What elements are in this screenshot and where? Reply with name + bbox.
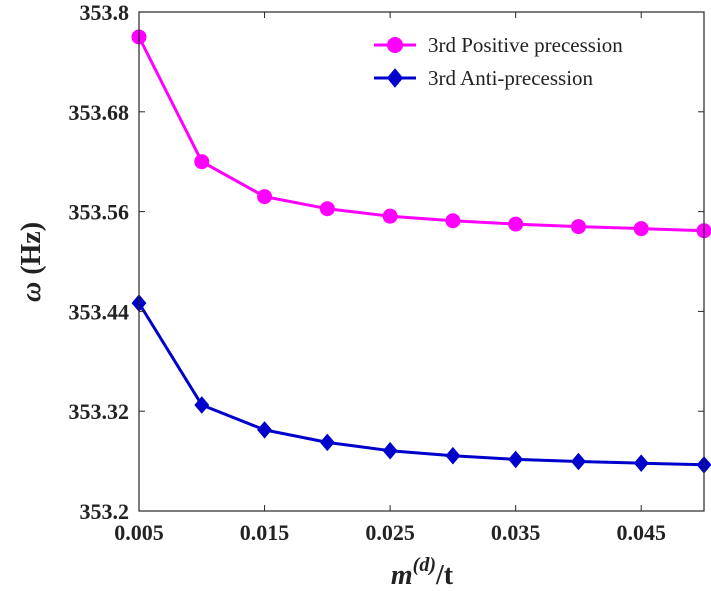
data-point-positive [194,154,210,170]
data-point-anti [508,450,524,469]
x-axis-title: m(d)/t [391,554,454,591]
data-point-positive [382,208,398,224]
legend: 3rd Positive precession 3rd Anti-precess… [374,33,623,90]
y-axis-title-symbol: ω [16,282,47,302]
y-axis-title-unit: (Hz) [16,222,47,275]
y-tick-label: 353.8 [80,0,130,25]
y-tick-label: 353.2 [80,499,130,524]
series-line-positive [137,36,705,233]
legend-marker-anti [386,68,404,88]
data-point-anti [257,421,273,439]
y-axis-title-gap [16,275,47,282]
y-tick-label: 353.56 [69,200,130,225]
data-point-positive [633,221,649,237]
x-tick-label: 0.035 [491,520,541,545]
data-point-anti [319,433,335,452]
series-line-anti [137,302,705,467]
x-axis-title-main: m [391,560,413,591]
y-tick-label: 353.32 [69,399,130,424]
ticks-layer: 0.005 0.015 0.025 0.035 0.045 353.2 353.32 353.… [69,0,704,545]
data-point-anti [194,396,210,414]
legend-marker-positive [387,37,403,53]
plot-frame [138,11,705,512]
data-point-anti [382,441,398,460]
plot-area [139,12,704,511]
legend-label-positive: 3rd Positive precession [428,33,623,57]
data-point-positive [570,219,586,235]
data-point-anti [570,452,586,471]
x-tick-label: 0.015 [240,520,290,545]
x-tick-label: 0.025 [365,520,415,545]
data-point-positive [257,189,273,205]
data-point-anti [445,446,461,465]
x-axis-title-superscript: (d) [413,554,436,576]
legend-label-anti: 3rd Anti-precession [428,66,594,90]
data-point-anti [633,454,649,472]
y-tick-label: 353.68 [69,100,130,125]
x-tick-label: 0.005 [114,520,164,545]
data-point-positive [445,213,461,229]
series-layer [131,29,711,474]
y-tick-label: 353.44 [69,299,130,324]
x-tick-label: 0.045 [616,520,666,545]
data-point-positive [508,216,524,232]
y-axis-title: ω (Hz) [16,222,47,302]
data-point-positive [319,201,335,217]
x-axis-title-suffix: /t [435,560,454,591]
